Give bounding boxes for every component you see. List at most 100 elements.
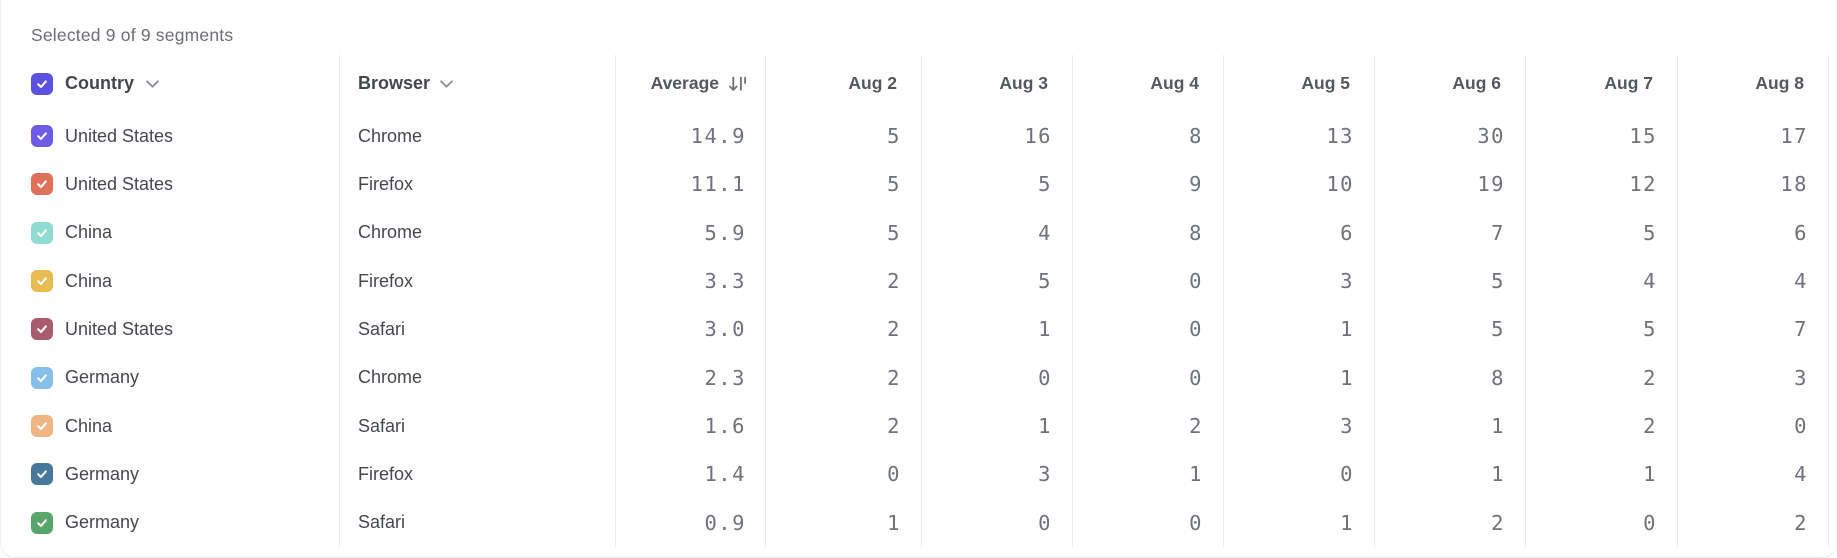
checkmark-icon xyxy=(37,229,47,237)
value-cell: 5 xyxy=(1375,305,1526,354)
value-cell: 1 xyxy=(922,305,1073,354)
country-label: United States xyxy=(65,125,174,146)
browser-cell: Safari xyxy=(340,498,616,547)
browser-cell: Firefox xyxy=(340,160,616,209)
value-cell: 0 xyxy=(1224,450,1375,499)
value-cell: 0 xyxy=(922,353,1073,402)
value-cell: 1 xyxy=(766,498,922,547)
value-cell: 16 xyxy=(922,112,1073,161)
segments-selected-label: Selected 9 of 9 segments xyxy=(31,25,234,45)
value-cell: 2 xyxy=(1678,498,1829,547)
country-label: Germany xyxy=(65,463,140,484)
country-label: China xyxy=(65,222,113,243)
average-cell: 14.9 xyxy=(616,112,766,161)
country-cell: Germany xyxy=(1,498,340,547)
value-cell: 2 xyxy=(1375,498,1526,547)
country-column-header[interactable]: Country xyxy=(1,55,340,112)
country-cell: United States xyxy=(1,305,340,354)
table-body: United States Chrome 14.9 5 16 8 13 30 15 17 Unite… xyxy=(1,112,1836,547)
value-cell: 2 xyxy=(766,401,922,451)
value-cell: 1 xyxy=(1073,450,1224,499)
value-cell: 9 xyxy=(1073,160,1224,209)
value-cell: 5 xyxy=(766,208,922,257)
browser-column-header[interactable]: Browser xyxy=(340,55,616,112)
country-cell: United States xyxy=(1,112,340,161)
value-cell: 5 xyxy=(1375,256,1526,306)
filler-cell xyxy=(1829,499,1836,547)
browser-cell: Firefox xyxy=(340,450,616,499)
value-cell: 0 xyxy=(1526,498,1678,547)
date-column-header[interactable]: Aug 6 xyxy=(1375,55,1526,112)
row-checkbox[interactable] xyxy=(31,463,53,486)
date-column-header[interactable]: Aug 2 xyxy=(766,55,922,112)
country-cell: China xyxy=(1,256,340,306)
value-cell: 5 xyxy=(922,160,1073,209)
value-cell: 2 xyxy=(766,256,922,306)
country-cell: China xyxy=(1,401,340,451)
row-checkbox[interactable] xyxy=(31,270,53,293)
value-cell: 4 xyxy=(922,208,1073,257)
filler-cell xyxy=(1829,112,1836,160)
checkmark-icon xyxy=(37,422,47,431)
value-cell: 2 xyxy=(1073,401,1224,451)
table-row: United States Chrome 14.9 5 16 8 13 30 15 17 xyxy=(1,112,1836,161)
checkmark-icon xyxy=(37,519,47,527)
row-checkbox[interactable] xyxy=(31,511,53,534)
country-cell: United States xyxy=(1,160,340,209)
country-label: United States xyxy=(65,318,174,339)
average-column-header[interactable]: Average xyxy=(616,55,766,112)
average-cell: 1.4 xyxy=(616,450,766,499)
sort-descending-icon xyxy=(728,76,747,92)
value-cell: 4 xyxy=(1678,256,1829,306)
table-row: Germany Chrome 2.3 2 0 0 1 8 2 3 xyxy=(1,353,1836,402)
value-cell: 5 xyxy=(922,256,1073,306)
value-cell: 15 xyxy=(1526,112,1678,161)
filler-cell xyxy=(1829,55,1836,112)
row-checkbox[interactable] xyxy=(31,415,53,438)
date-column-header[interactable]: Aug 4 xyxy=(1073,55,1224,112)
row-checkbox[interactable] xyxy=(31,221,53,244)
country-label: China xyxy=(65,415,113,436)
value-cell: 18 xyxy=(1678,160,1829,209)
country-label: United States xyxy=(65,173,174,194)
row-checkbox[interactable] xyxy=(31,366,53,389)
checkmark-icon xyxy=(37,277,47,286)
value-cell: 1 xyxy=(1224,305,1375,354)
date-column-header[interactable]: Aug 7 xyxy=(1526,55,1678,112)
row-checkbox[interactable] xyxy=(31,125,53,148)
row-checkbox[interactable] xyxy=(31,318,53,341)
value-cell: 12 xyxy=(1526,160,1678,209)
value-cell: 0 xyxy=(1678,401,1829,451)
average-cell: 0.9 xyxy=(616,498,766,547)
value-cell: 2 xyxy=(1526,353,1678,402)
value-cell: 0 xyxy=(922,498,1073,547)
filler-cell xyxy=(1829,305,1836,353)
chevron-down-icon xyxy=(146,79,159,88)
date-column-header[interactable]: Aug 5 xyxy=(1224,55,1375,112)
value-cell: 10 xyxy=(1224,160,1375,209)
average-header-label: Average xyxy=(650,73,719,93)
average-cell: 3.0 xyxy=(616,305,766,354)
chevron-down-icon xyxy=(440,79,453,88)
date-column-header[interactable]: Aug 3 xyxy=(922,55,1073,112)
value-cell: 3 xyxy=(1678,353,1829,402)
country-cell: Germany xyxy=(1,353,340,402)
country-label: China xyxy=(65,270,113,291)
browser-cell: Safari xyxy=(340,401,616,451)
value-cell: 1 xyxy=(1375,401,1526,451)
table-row: United States Safari 3.0 2 1 0 1 5 5 7 xyxy=(1,305,1836,354)
value-cell: 5 xyxy=(1526,208,1678,257)
date-column-header[interactable]: Aug 8 xyxy=(1678,55,1829,112)
value-cell: 0 xyxy=(766,450,922,499)
browser-cell: Chrome xyxy=(340,353,616,402)
select-all-checkbox[interactable] xyxy=(31,72,53,95)
value-cell: 4 xyxy=(1526,256,1678,306)
value-cell: 8 xyxy=(1073,112,1224,161)
table-row: Germany Firefox 1.4 0 3 1 0 1 1 4 xyxy=(1,450,1836,499)
value-cell: 1 xyxy=(1375,450,1526,499)
table-row: China Chrome 5.9 5 4 8 6 7 5 6 xyxy=(1,208,1836,257)
country-cell: Germany xyxy=(1,450,340,499)
row-checkbox[interactable] xyxy=(31,173,53,196)
average-cell: 1.6 xyxy=(616,401,766,451)
table-row: Germany Safari 0.9 1 0 0 1 2 0 2 xyxy=(1,498,1836,547)
